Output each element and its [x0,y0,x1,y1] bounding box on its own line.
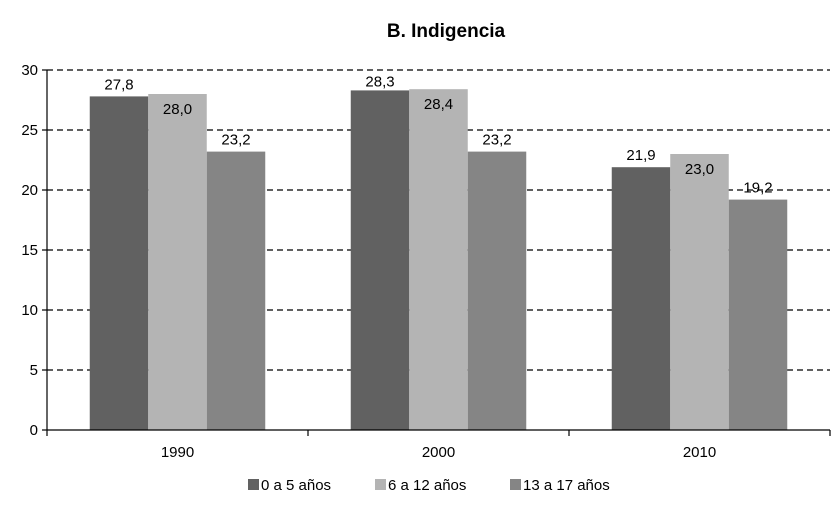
bar-1990-series-1 [148,94,207,430]
legend-swatch-0 [248,479,259,490]
data-labels: 27,8 28,0 23,2 28,3 28,4 23,2 21,9 23,0 19,2 [104,73,772,196]
data-label-2000-series-2: 23,2 [482,132,511,149]
bar-2010-series-0 [611,167,671,430]
x-axis-categories: 1990 2000 2010 [46,430,831,461]
y-tick-label-5: 5 [30,362,38,379]
y-tick-label-0: 0 [30,422,38,439]
bar-2000-series-2 [467,151,527,430]
x-category-2000: 2000 [422,444,455,461]
y-tick-label-20: 20 [21,182,38,199]
data-label-1990-series-1: 28,0 [163,101,192,118]
x-category-2010: 2010 [683,444,716,461]
bar-1990-series-2 [206,151,266,430]
data-label-2010-series-2: 19,2 [743,180,772,197]
y-tick-label-25: 25 [21,122,38,139]
bar-2010-series-1 [670,154,729,430]
y-tick-label-10: 10 [21,302,38,319]
data-label-2010-series-0: 21,9 [626,147,655,164]
data-label-1990-series-0: 27,8 [104,76,133,93]
data-label-2000-series-0: 28,3 [365,73,394,90]
legend: 0 a 5 años 6 a 12 años 13 a 17 años [248,477,610,494]
y-axis-ticks: 0 5 10 15 20 25 30 [21,62,47,439]
legend-label-0: 0 a 5 años [261,477,331,494]
data-label-2010-series-1: 23,0 [685,161,714,178]
y-tick-label-15: 15 [21,242,38,259]
y-tick-label-30: 30 [21,62,38,79]
bar-1990-series-0 [89,96,149,431]
bar-2010-series-2 [728,199,788,430]
bars [89,89,788,431]
legend-swatch-2 [510,479,521,490]
bar-2000-series-1 [409,89,468,430]
x-category-1990: 1990 [161,444,194,461]
legend-label-2: 13 a 17 años [523,477,610,494]
bar-2000-series-0 [350,90,410,431]
data-label-1990-series-2: 23,2 [221,132,250,149]
chart-title: B. Indigencia [387,21,506,42]
legend-label-1: 6 a 12 años [388,477,466,494]
legend-swatch-1 [375,479,386,490]
data-label-2000-series-1: 28,4 [424,96,453,113]
